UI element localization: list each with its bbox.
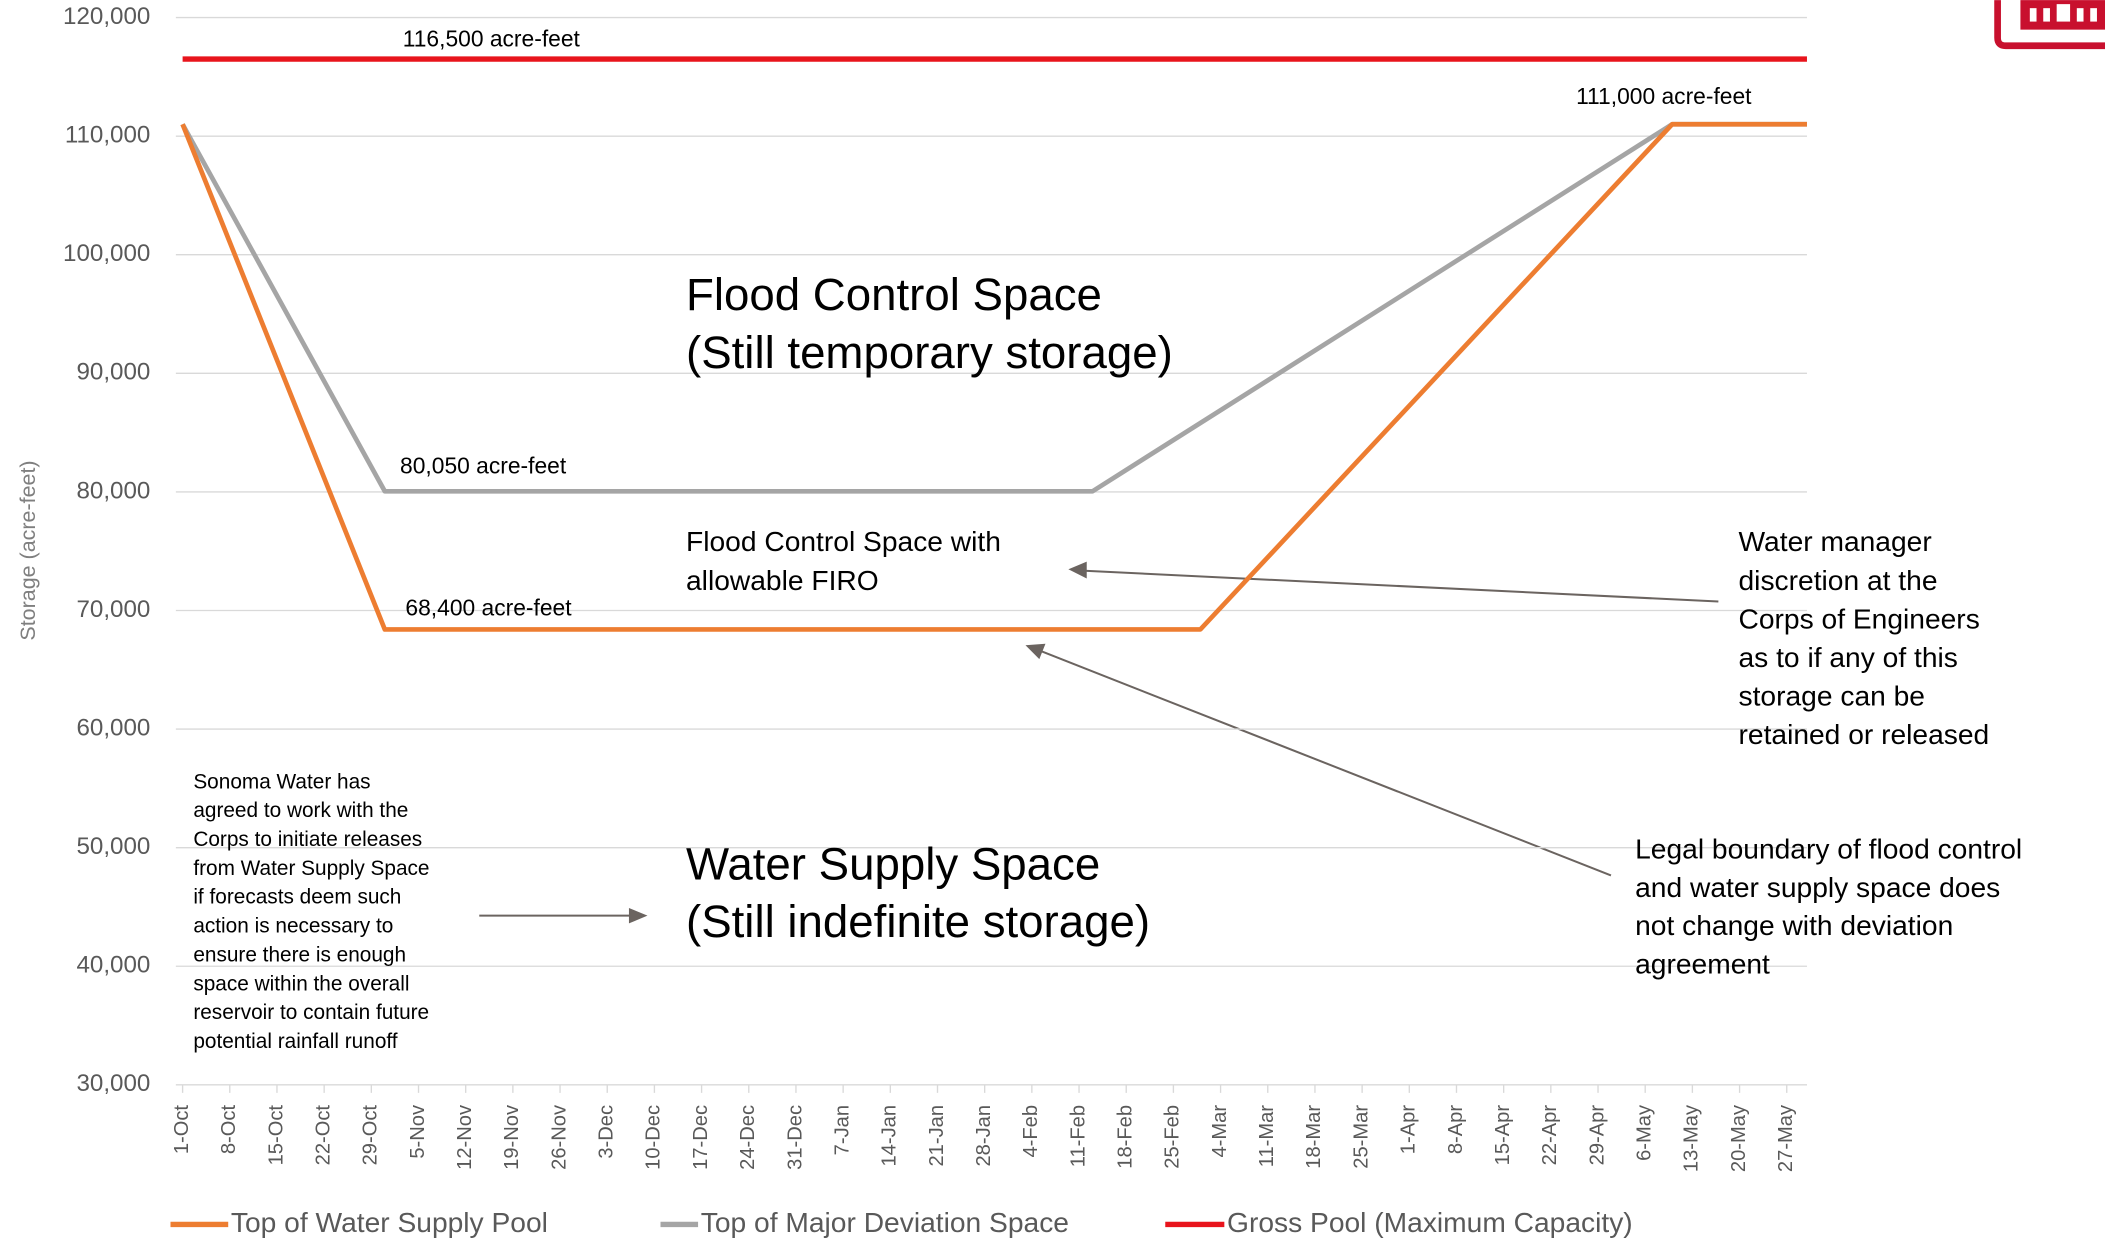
annotation: (Still temporary storage) [686,327,1173,378]
legend-label: Top of Water Supply Pool [231,1206,548,1238]
y-tick-label: 100,000 [63,240,150,267]
annotation: Water Supply Space [686,838,1100,889]
annotation: Sonoma Water has [193,770,370,793]
x-tick-label: 25-Feb [1162,1105,1184,1169]
legend-label: Gross Pool (Maximum Capacity) [1227,1206,1633,1238]
annotation: Legal boundary of flood control [1635,833,2022,865]
annotation: agreed to work with the [193,799,408,822]
annotation: not change with deviation [1635,909,1953,941]
x-tick-label: 1-Oct [171,1105,193,1155]
x-tick-label: 20-May [1728,1104,1750,1172]
x-tick-label: 12-Nov [454,1105,476,1170]
x-tick-label: 5-Nov [407,1105,429,1159]
annotation: Flood Control Space [686,269,1102,320]
x-tick-label: 13-May [1681,1104,1703,1172]
y-tick-label: 40,000 [76,952,150,979]
annotation: potential rainfall runoff [193,1030,397,1053]
annotation: ensure there is enough [193,943,406,966]
annotation: agreement [1635,947,1770,979]
x-tick-label: 17-Dec [690,1105,712,1170]
x-tick-label: 6-May [1634,1104,1656,1161]
annotation: Water manager [1739,525,1932,557]
annotation: (Still indefinite storage) [686,896,1150,947]
x-tick-label: 15-Apr [1492,1105,1514,1166]
x-tick-label: 14-Jan [879,1105,901,1167]
x-tick-label: 8-Oct [218,1105,240,1155]
series-line [180,121,1807,632]
y-tick-label: 80,000 [76,477,150,504]
annotation: storage can be [1739,679,1925,711]
annotation: 80,050 acre-feet [400,452,567,478]
x-tick-label: 25-Mar [1350,1105,1372,1169]
x-tick-label: 3-Dec [596,1105,618,1159]
legend-label: Top of Major Deviation Space [701,1206,1069,1238]
y-tick-label: 50,000 [76,833,150,860]
x-tick-label: 24-Dec [737,1105,759,1170]
y-tick-label: 90,000 [76,359,150,386]
x-tick-label: 27-May [1775,1104,1797,1172]
y-axis-label: Storage (acre-feet) [16,460,40,640]
x-tick-label: 10-Dec [643,1105,665,1170]
annotation: allowable FIRO [686,564,879,596]
x-tick-label: 18-Feb [1115,1105,1137,1169]
x-tick-label: 26-Nov [548,1105,570,1170]
x-tick-label: 29-Oct [360,1105,382,1166]
x-tick-label: 28-Jan [973,1105,995,1167]
x-tick-label: 7-Jan [831,1105,853,1155]
x-tick-label: 19-Nov [501,1105,523,1170]
x-tick-label: 4-Mar [1209,1105,1231,1158]
x-tick-label: 8-Apr [1445,1105,1467,1155]
x-tick-label: 22-Apr [1539,1105,1561,1166]
y-tick-label: 70,000 [76,596,150,623]
x-tick-label: 21-Jan [926,1105,948,1167]
x-tick-label: 29-Apr [1586,1105,1608,1166]
x-tick-label: 18-Mar [1303,1105,1325,1169]
annotation: if forecasts deem such [193,886,401,909]
annotation: space within the overall [193,972,409,995]
annotation: Corps to initiate releases [193,828,422,851]
x-tick-label: 1-Apr [1398,1105,1420,1155]
annotation: 68,400 acre-feet [405,595,572,621]
arrows [479,561,1719,924]
y-tick-label: 120,000 [63,3,150,30]
annotation: retained or released [1739,718,1990,750]
x-tick-label: 11-Feb [1067,1105,1089,1167]
annotation: reservoir to contain future [193,1001,429,1024]
annotation: action is necessary to [193,915,393,938]
x-tick-label: 11-Mar [1256,1105,1278,1168]
y-tick-label: 60,000 [76,714,150,741]
annotation: from Water Supply Space [193,857,429,880]
annotation: 111,000 acre-feet [1576,83,1752,109]
x-tick-label: 22-Oct [312,1105,334,1166]
x-tick-label: 4-Feb [1020,1105,1042,1158]
annotation: Corps of Engineers [1739,602,1980,634]
annotation: as to if any of this [1739,641,1958,673]
x-tick-label: 15-Oct [265,1105,287,1166]
logo [1994,0,2105,50]
annotation: Flood Control Space with [686,525,1001,557]
annotation: and water supply space does [1635,871,2000,903]
annotation: discretion at the [1739,564,1938,596]
annotation: 116,500 acre-feet [403,25,581,51]
x-tick-label: 31-Dec [784,1105,806,1170]
y-tick-label: 110,000 [65,122,151,149]
y-tick-label: 30,000 [76,1070,150,1097]
